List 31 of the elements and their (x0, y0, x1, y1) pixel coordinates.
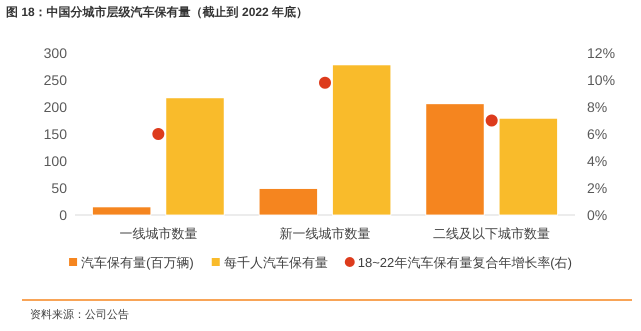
y2-tick-label: 10% (587, 72, 616, 88)
y-tick-label: 300 (44, 45, 68, 61)
y-tick-label: 0 (59, 207, 68, 223)
bar (165, 97, 225, 216)
y2-tick-label: 6% (587, 126, 608, 142)
x-tick-label: 二线及以下城市数量 (433, 226, 550, 241)
y2-tick-label: 8% (587, 99, 608, 115)
chart-title: 图 18：中国分城市层级汽车保有量（截止到 2022 年底） (6, 5, 308, 19)
y-tick-label: 250 (44, 72, 68, 88)
x-tick-label: 新一线城市数量 (280, 226, 370, 241)
legend-label: 汽车保有量(百万辆) (81, 255, 194, 270)
text: 资料来源：公司公告 (30, 308, 129, 321)
bar (258, 188, 318, 216)
y2-tick-label: 12% (587, 45, 616, 61)
x-tick-label: 一线城市数量 (119, 226, 198, 241)
bar (92, 206, 152, 216)
y-tick-label: 50 (51, 180, 68, 196)
legend-label: 每千人汽车保有量 (224, 255, 328, 270)
y-tick-label: 150 (44, 126, 68, 142)
bar (332, 64, 392, 216)
point (319, 76, 331, 89)
y-tick-label: 100 (44, 153, 68, 169)
legend-label: 18~22年汽车保有量复合年增长率(右) (358, 255, 572, 270)
y2-tick-label: 0% (587, 207, 608, 223)
bar (425, 103, 485, 216)
y-tick-label: 200 (44, 99, 68, 115)
point (486, 114, 498, 126)
y2-tick-label: 4% (587, 153, 608, 169)
bar (498, 118, 558, 216)
point (152, 128, 164, 140)
y2-tick-label: 2% (587, 180, 608, 196)
